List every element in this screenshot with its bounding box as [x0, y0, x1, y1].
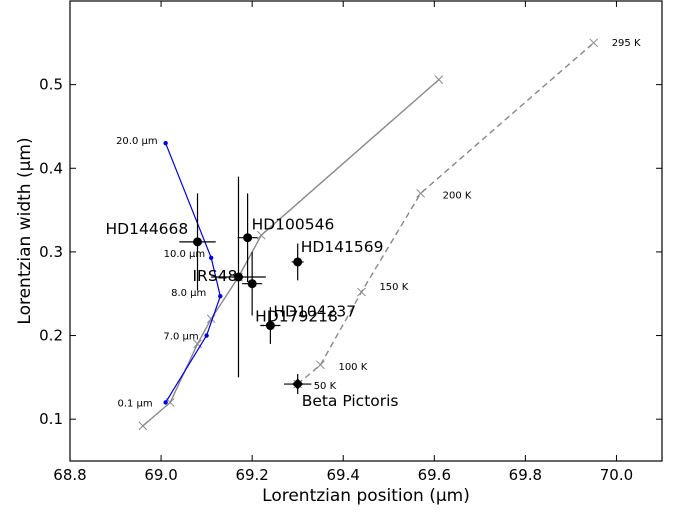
star-label: HD141569	[301, 238, 384, 256]
point-label: 10.0 μm	[164, 249, 206, 260]
star-label: HD100546	[252, 216, 335, 234]
x-tick-label: 69.8	[509, 466, 542, 484]
star-points	[179, 176, 312, 395]
star-marker	[233, 272, 243, 282]
point-labels: HD144668 HD100546 IRS48 HD179218 HD141569 HD1…	[106, 38, 641, 410]
series-dot	[163, 400, 168, 405]
star-marker	[293, 257, 303, 267]
x-tick-label: 70.0	[600, 466, 633, 484]
x-marker	[357, 287, 366, 297]
x-marker	[256, 230, 266, 240]
point-label: 7.0 μm	[163, 332, 198, 343]
model-series	[138, 38, 599, 431]
star-label: HD144668	[106, 220, 189, 238]
x-marker	[316, 360, 325, 370]
x-tick-label: 69.6	[418, 466, 451, 484]
point-label: 20.0 μm	[116, 136, 158, 147]
star-label: HD179218	[255, 308, 338, 326]
star-label: Beta Pictoris	[302, 392, 399, 410]
point-label: 295 K	[612, 38, 641, 49]
point-label: 100 K	[338, 362, 367, 373]
series-dot	[208, 255, 214, 260]
x-tick-label: 69.0	[144, 466, 177, 484]
star-marker	[265, 321, 275, 331]
point-label: 200 K	[443, 190, 472, 201]
y-tick-label: 0.4	[39, 159, 63, 177]
star-marker	[193, 237, 203, 247]
y-tick-label: 0.3	[39, 243, 63, 261]
point-label: 0.1 μm	[117, 398, 152, 409]
x-marker	[416, 189, 425, 198]
star-marker	[243, 233, 253, 243]
x-tick-label: 69.2	[235, 466, 268, 484]
x-axis-label: Lorentzian position (μm)	[262, 486, 470, 506]
y-tick-label: 0.1	[39, 410, 63, 428]
x-tick-label: 69.4	[327, 466, 360, 484]
point-label: 50 K	[314, 381, 337, 392]
x-marker	[138, 421, 148, 431]
x-marker	[434, 75, 444, 84]
x-marker	[589, 38, 599, 48]
star-marker	[292, 378, 304, 390]
point-label: 8.0 μm	[171, 288, 206, 299]
point-label: 150 K	[379, 282, 408, 293]
plot-frame	[69, 0, 663, 462]
star-label: IRS48	[192, 267, 237, 285]
axis-ticks: 68.8 69.0 69.2 69.4 69.6 69.8 70.0 0.1 0.2 0.3 0.4…	[39, 1, 662, 484]
y-axis-label: Lorentzian width (μm)	[15, 137, 35, 324]
y-tick-label: 0.5	[39, 76, 63, 94]
series-dot	[163, 140, 168, 146]
series-dot	[204, 333, 209, 338]
star-label: HD104237	[273, 303, 356, 321]
series-dot	[218, 294, 223, 299]
star-marker	[247, 279, 257, 289]
x-tick-label: 68.8	[53, 466, 86, 484]
y-tick-label: 0.2	[39, 327, 63, 345]
